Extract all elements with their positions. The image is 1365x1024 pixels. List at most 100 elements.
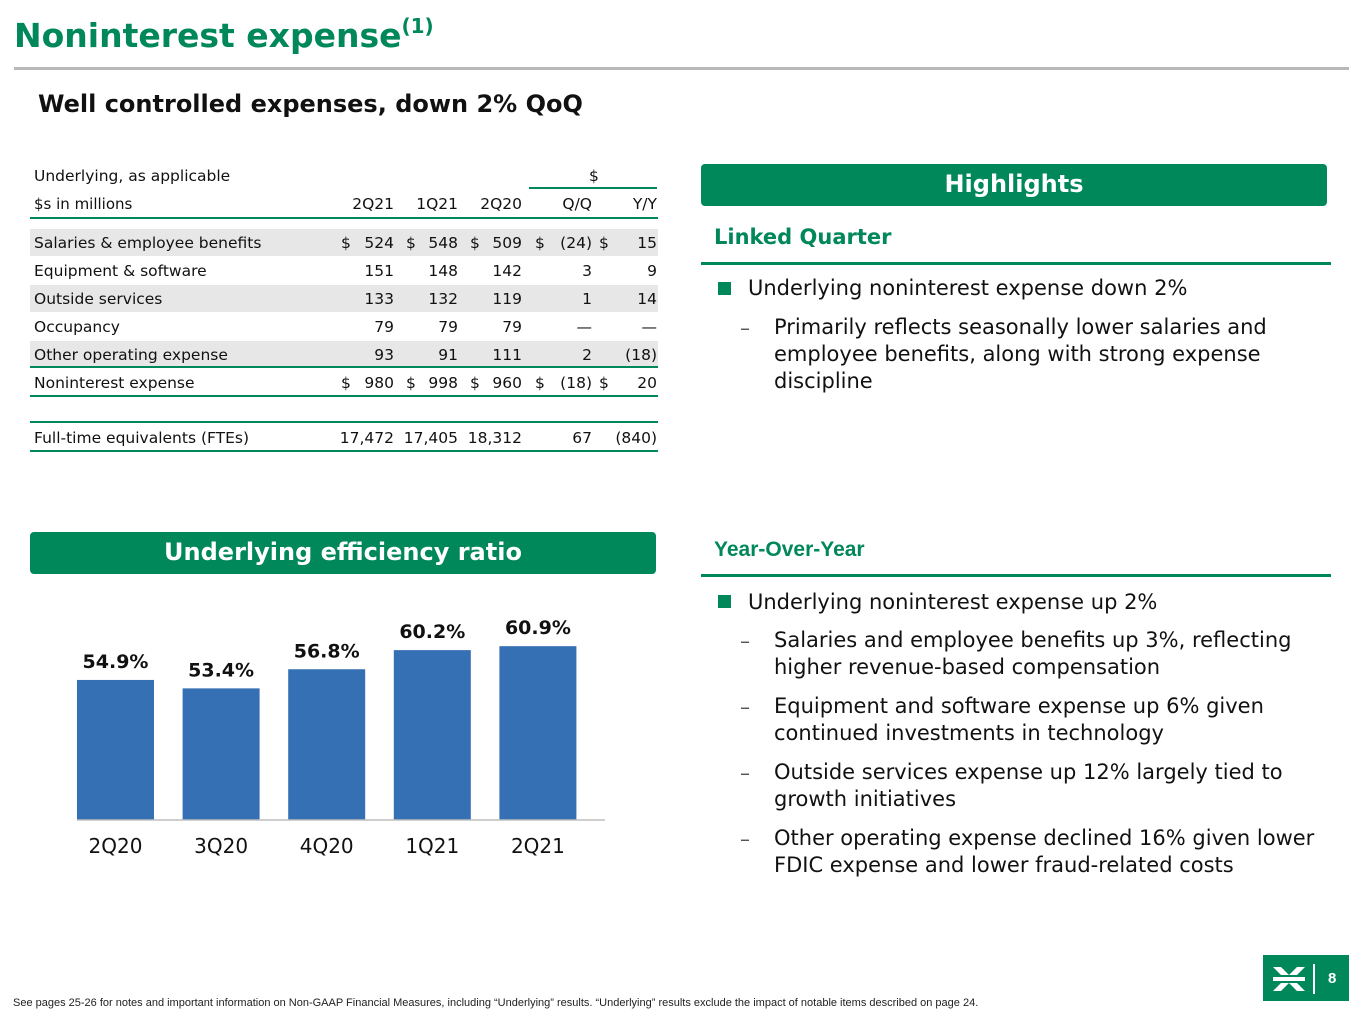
cell-value: 509: [492, 234, 522, 252]
cell-value: 1: [582, 290, 592, 308]
cell-value: 18,312: [467, 429, 522, 447]
x-tick-label: 2Q20: [89, 834, 143, 858]
cell-value: —: [641, 318, 658, 336]
cell-value: 151: [364, 262, 394, 280]
page-title: Noninterest expense(1): [14, 14, 434, 55]
cell-value: 132: [428, 290, 458, 308]
cell-value: 15: [637, 234, 657, 252]
lq-sub-1: Primarily reflects seasonally lower sala…: [774, 315, 1267, 393]
currency-symbol: $: [406, 234, 416, 252]
total-top-rule: [30, 366, 658, 368]
cell-value: 980: [364, 374, 394, 392]
dash-icon: –: [740, 827, 750, 851]
row-label: Noninterest expense: [34, 374, 195, 392]
title-divider: [14, 67, 1349, 70]
efficiency-ratio-chart: 54.9% 2Q20 53.4% 3Q20 56.8% 4Q20 60.2% 1Q21 60.9…: [77, 617, 605, 858]
brand-logo: [1263, 955, 1349, 1001]
linked-quarter-heading: Linked Quarter: [714, 225, 892, 249]
logo-divider: [1313, 964, 1315, 994]
cell-value: 524: [364, 234, 394, 252]
x-tick-label: 1Q21: [405, 834, 459, 858]
efficiency-bar: [499, 646, 577, 820]
x-tick-label: 3Q20: [194, 834, 248, 858]
table-header-row-1: Underlying, as applicable $: [30, 162, 658, 189]
x-tick-label: 4Q20: [300, 834, 354, 858]
cell-value: 111: [492, 346, 522, 364]
cell-value: (18): [560, 374, 592, 392]
title-footnote-ref: (1): [401, 14, 434, 38]
cell-value: 17,472: [339, 429, 394, 447]
column-header: Y/Y: [632, 195, 657, 213]
cell-value: 548: [428, 234, 458, 252]
bar-data-label: 53.4%: [188, 659, 254, 681]
yoy-sub-4: Other operating expense declined 16% giv…: [774, 826, 1315, 877]
page-subtitle: Well controlled expenses, down 2% QoQ: [38, 90, 583, 118]
table-row: Occupancy 79 79 79 — —: [30, 313, 658, 340]
bar-data-label: 54.9%: [83, 651, 149, 673]
dash-icon: –: [740, 761, 750, 785]
column-header: Q/Q: [562, 195, 592, 213]
table-header-row-2: $s in millions 2Q21 1Q21 2Q20 Q/Q Y/Y: [30, 190, 658, 217]
cell-value: 17,405: [403, 429, 458, 447]
efficiency-bar: [288, 669, 366, 820]
row-label: Other operating expense: [34, 346, 228, 364]
bullet-square-icon: [718, 595, 731, 608]
cell-value: 148: [428, 262, 458, 280]
brand-mark-icon: [1273, 967, 1305, 991]
cell-value: 142: [492, 262, 522, 280]
yoy-sub-3: Outside services expense up 12% largely …: [774, 760, 1283, 811]
cell-value: 91: [438, 346, 458, 364]
cell-value: 79: [438, 318, 458, 336]
table-row: Noninterest expense 980 $998 $960 $ (18) $20 $: [30, 369, 658, 396]
x-tick-label: 2Q21: [511, 834, 565, 858]
total-bottom-rule: [30, 395, 658, 397]
cell-value: 20: [637, 374, 657, 392]
efficiency-bar: [393, 650, 471, 820]
currency-symbol: $: [599, 374, 609, 392]
yoy-sub-1: Salaries and employee benefits up 3%, re…: [774, 628, 1292, 679]
table-note: Underlying, as applicable: [34, 167, 231, 185]
bullet-square-icon: [718, 282, 731, 295]
table-row: Equipment & software 151 148 142 3 9: [30, 257, 658, 284]
row-label: Equipment & software: [34, 262, 207, 280]
currency-symbol: $: [470, 234, 480, 252]
table-row: Salaries & employee benefits 524 $548 $509 $…: [30, 229, 658, 256]
row-label: Full-time equivalents (FTEs): [34, 429, 250, 447]
footnote: See pages 25-26 for notes and important …: [13, 997, 979, 1009]
cell-value: 14: [637, 290, 657, 308]
year-over-year-heading: Year-Over-Year: [714, 538, 865, 561]
year-over-year-rule: [701, 574, 1331, 577]
currency-symbol: $: [406, 374, 416, 392]
currency-symbol: $: [470, 374, 480, 392]
currency-symbol: $: [341, 234, 351, 252]
row-label: Salaries & employee benefits: [34, 234, 262, 252]
cell-value: 960: [492, 374, 522, 392]
yoy-sub-2: Equipment and software expense up 6% giv…: [774, 694, 1264, 745]
linked-quarter-rule: [701, 262, 1331, 265]
cell-value: 2: [582, 346, 592, 364]
cell-value: (840): [615, 429, 657, 447]
cell-value: 93: [374, 346, 394, 364]
bar-data-label: 60.9%: [505, 617, 571, 639]
change-header: $: [589, 167, 599, 185]
table-row: Full-time equivalents (FTEs) 17,472 17,405…: [30, 424, 658, 451]
cell-value: (24): [560, 234, 592, 252]
units-label: $s in millions: [34, 195, 133, 213]
cell-value: 133: [364, 290, 394, 308]
lq-bullet: Underlying noninterest expense down 2%: [748, 276, 1188, 300]
table-row: Other operating expense 93 91 111 2 (18): [30, 341, 658, 368]
efficiency-bar: [77, 679, 154, 820]
page-number: 8: [1328, 970, 1337, 987]
currency-symbol: $: [535, 374, 545, 392]
fte-top-rule: [30, 421, 658, 423]
efficiency-bar: [182, 688, 260, 820]
cell-value: 3: [582, 262, 592, 280]
dash-icon: –: [740, 629, 750, 653]
row-label: Occupancy: [34, 318, 120, 336]
change-header-rule: [529, 187, 657, 189]
efficiency-ratio-banner: Underlying efficiency ratio: [30, 532, 656, 574]
yoy-bullet: Underlying noninterest expense up 2%: [748, 590, 1158, 614]
column-header: 2Q21: [352, 195, 394, 213]
cell-value: 67: [572, 429, 592, 447]
highlights-banner: Highlights: [701, 164, 1327, 206]
